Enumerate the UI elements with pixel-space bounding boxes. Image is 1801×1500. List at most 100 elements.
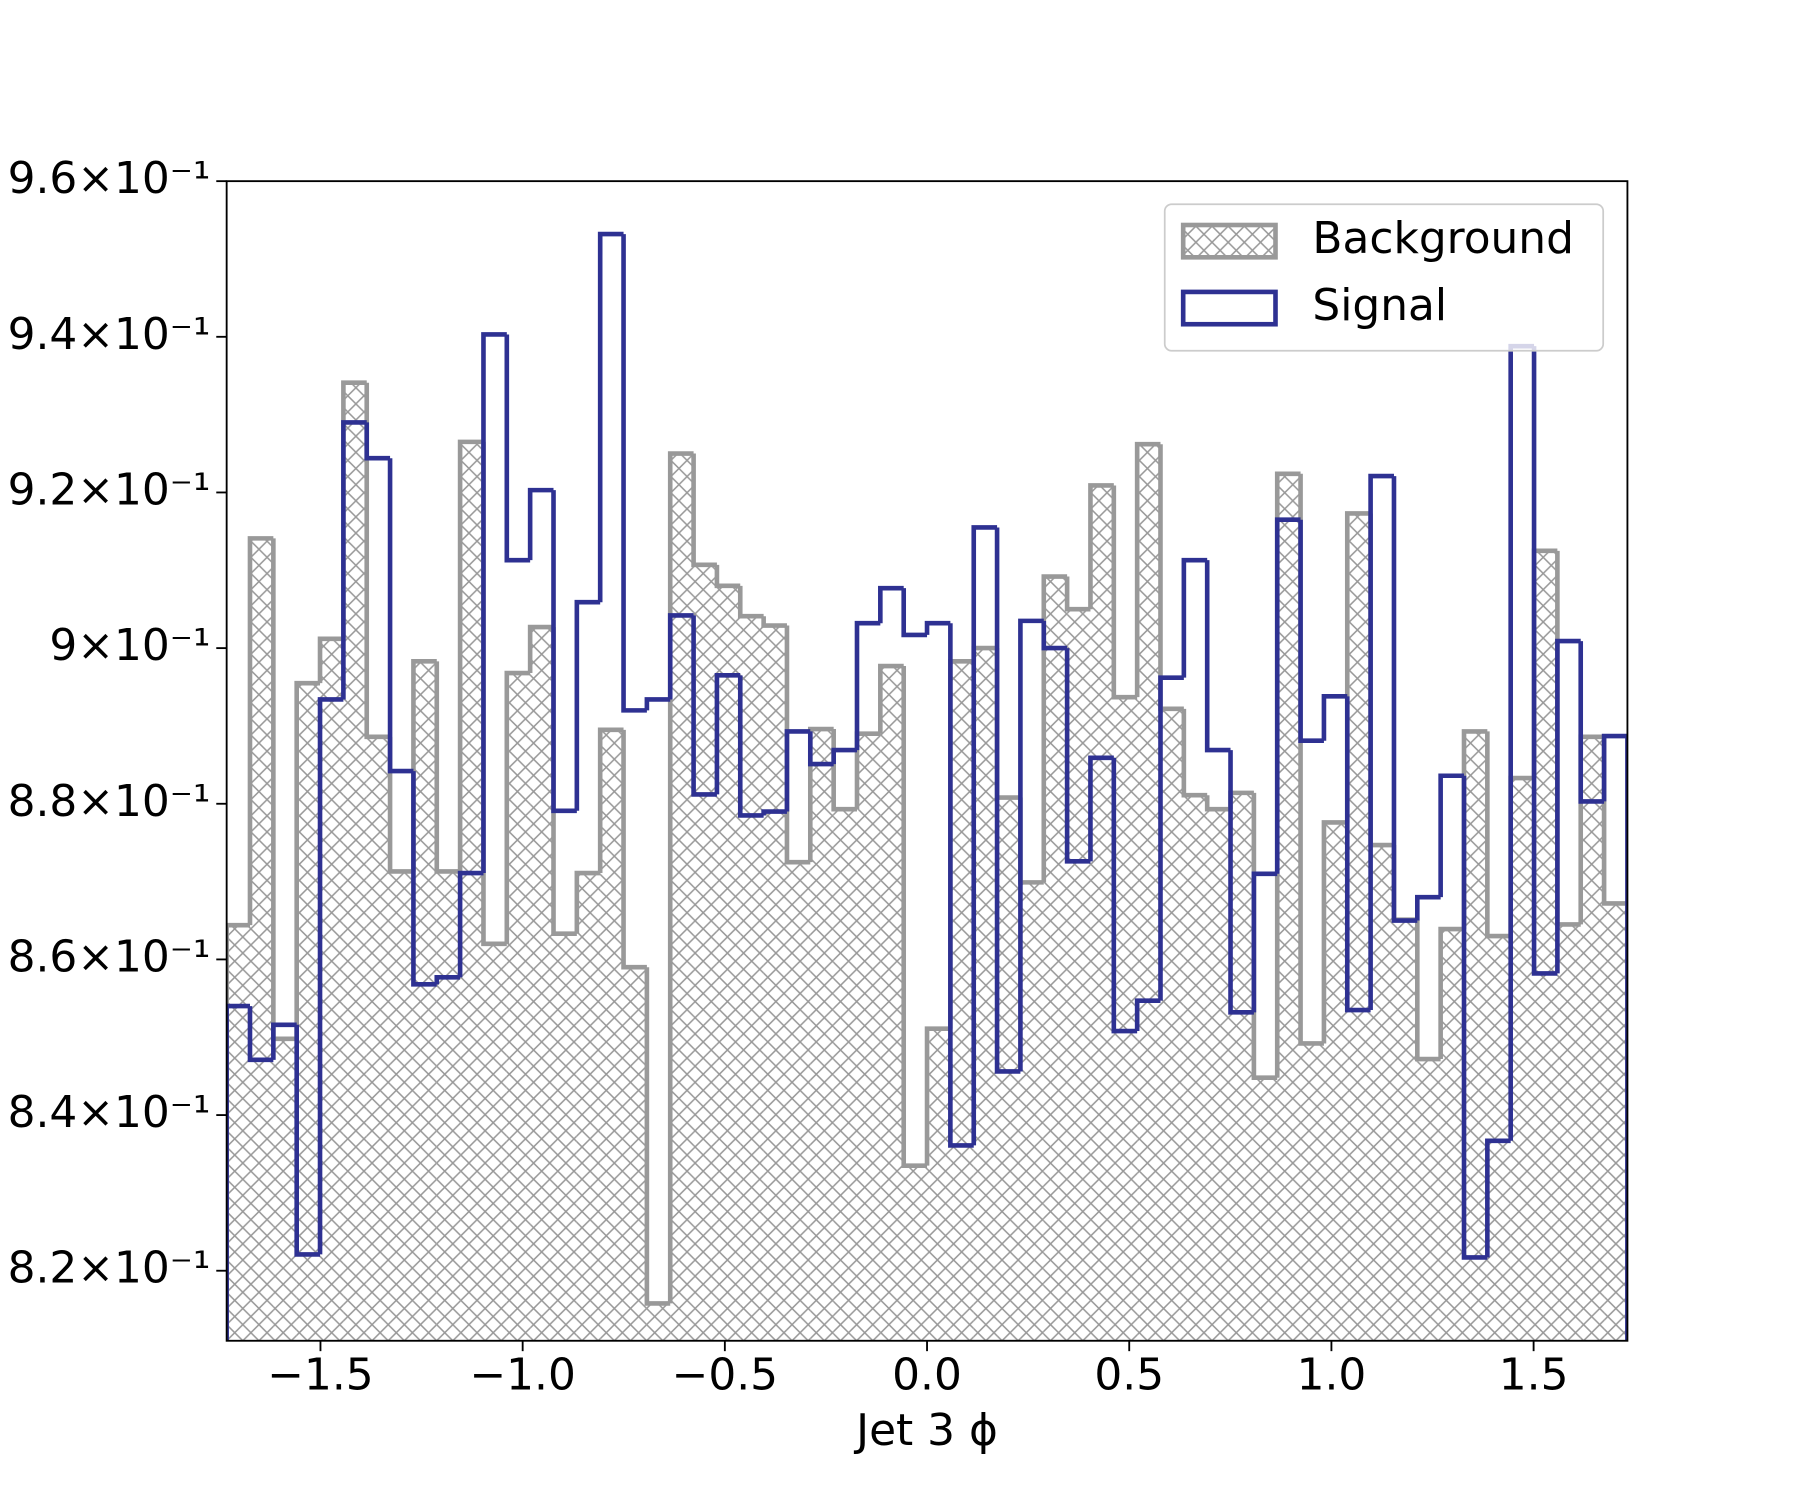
bar-step bbox=[691, 615, 717, 797]
bar-fill bbox=[740, 616, 764, 1341]
bar-step bbox=[1111, 485, 1138, 700]
bar-step bbox=[1555, 638, 1581, 974]
y-tick-label: 8.2×10⁻¹ bbox=[8, 1243, 211, 1294]
bar-fill bbox=[1604, 903, 1628, 1341]
bar-fill bbox=[1020, 882, 1044, 1341]
bar-step bbox=[364, 422, 391, 461]
bar-step bbox=[1321, 694, 1348, 741]
bar-step bbox=[1274, 471, 1301, 1078]
bar-fill bbox=[927, 1028, 951, 1341]
bar-step bbox=[924, 620, 951, 635]
bar-step bbox=[504, 334, 531, 563]
bar-step bbox=[574, 870, 601, 934]
bar-step bbox=[271, 538, 297, 1042]
bar-fill bbox=[600, 729, 624, 1341]
bar-step bbox=[481, 441, 507, 947]
x-tick-label: −1.0 bbox=[469, 1350, 575, 1401]
bar-step bbox=[1485, 1138, 1511, 1258]
bar-step bbox=[457, 439, 484, 872]
bar-step bbox=[1391, 845, 1418, 923]
bar-step bbox=[971, 525, 998, 1146]
bar-fill bbox=[553, 933, 577, 1341]
bar-step bbox=[831, 747, 857, 765]
bar-fill bbox=[390, 871, 414, 1341]
bar-step bbox=[597, 231, 624, 603]
bar-fill bbox=[833, 809, 858, 1341]
bar-step bbox=[1088, 483, 1114, 610]
bar-fill bbox=[950, 661, 974, 1341]
bar-fill bbox=[1487, 936, 1511, 1341]
bar-step bbox=[226, 922, 250, 1341]
bar-step bbox=[551, 490, 577, 814]
bar-fill bbox=[1370, 845, 1394, 1341]
bar-step bbox=[784, 729, 811, 812]
bar-step bbox=[364, 382, 391, 740]
bar-step bbox=[994, 527, 1021, 1074]
bar-step bbox=[644, 697, 671, 711]
y-tick-label: 9.4×10⁻¹ bbox=[8, 309, 211, 360]
bar-step bbox=[527, 624, 554, 674]
bar-step bbox=[1158, 675, 1184, 1001]
bar-step bbox=[1274, 517, 1301, 874]
bar-fill bbox=[366, 736, 391, 1341]
plot-area bbox=[226, 231, 1628, 1341]
bar-fill bbox=[226, 925, 250, 1341]
legend-swatch bbox=[1180, 289, 1278, 327]
y-tick-label: 8.8×10⁻¹ bbox=[8, 776, 211, 827]
bar-step bbox=[434, 661, 461, 874]
bar-fill bbox=[1090, 485, 1114, 1341]
bar-step bbox=[994, 648, 1021, 800]
bar-fill bbox=[296, 683, 321, 1341]
bar-step bbox=[1181, 557, 1208, 678]
bar-step bbox=[1531, 346, 1558, 976]
bar-step bbox=[294, 1024, 321, 1257]
bar-fill bbox=[903, 1165, 928, 1341]
bar-step bbox=[901, 666, 928, 1168]
bar-step bbox=[1228, 750, 1254, 1015]
bar-step bbox=[527, 487, 554, 561]
bar-step bbox=[1321, 820, 1348, 1044]
bar-fill bbox=[857, 733, 881, 1341]
bar-step bbox=[574, 599, 601, 811]
bar-step bbox=[1181, 708, 1208, 798]
bar-step bbox=[387, 736, 414, 874]
bar-step bbox=[807, 726, 834, 863]
bar-step bbox=[644, 967, 671, 1306]
bar-step bbox=[247, 536, 274, 926]
bar-step bbox=[1344, 696, 1371, 1013]
bar-step bbox=[621, 234, 647, 713]
bar-step bbox=[1018, 797, 1044, 885]
bar-step bbox=[901, 588, 928, 638]
bar-step bbox=[1088, 755, 1114, 862]
bar-fill bbox=[1183, 795, 1208, 1341]
bar-fill bbox=[483, 943, 507, 1341]
bar-step bbox=[271, 1022, 297, 1060]
bar-fill bbox=[1230, 792, 1254, 1341]
bar-step bbox=[1158, 444, 1184, 712]
bar-fill bbox=[1534, 550, 1558, 1341]
bar-fill bbox=[1557, 924, 1581, 1341]
bar-fill bbox=[1300, 1043, 1324, 1341]
y-tick-label: 9.6×10⁻¹ bbox=[8, 153, 211, 204]
bar-fill bbox=[997, 797, 1021, 1341]
bar-fill bbox=[413, 661, 437, 1341]
bar-step bbox=[924, 1026, 951, 1166]
bar-step bbox=[1578, 641, 1605, 804]
bar-fill bbox=[1043, 576, 1068, 1341]
bar-step bbox=[1438, 773, 1465, 898]
bar-fill bbox=[249, 538, 274, 1341]
bar-step bbox=[411, 771, 437, 987]
bar-fill bbox=[810, 729, 834, 1341]
x-tick-label: −1.5 bbox=[267, 1350, 373, 1401]
bar-fill bbox=[273, 1038, 297, 1341]
bar-step bbox=[551, 627, 577, 937]
bar-fill bbox=[973, 648, 998, 1341]
bar-fill bbox=[530, 627, 554, 1341]
bar-step bbox=[1251, 871, 1278, 1013]
bar-fill bbox=[506, 673, 531, 1341]
bar-fill bbox=[763, 625, 787, 1341]
bar-fill bbox=[623, 967, 647, 1341]
bar-step bbox=[1134, 441, 1161, 698]
bar-step bbox=[1368, 473, 1394, 1011]
